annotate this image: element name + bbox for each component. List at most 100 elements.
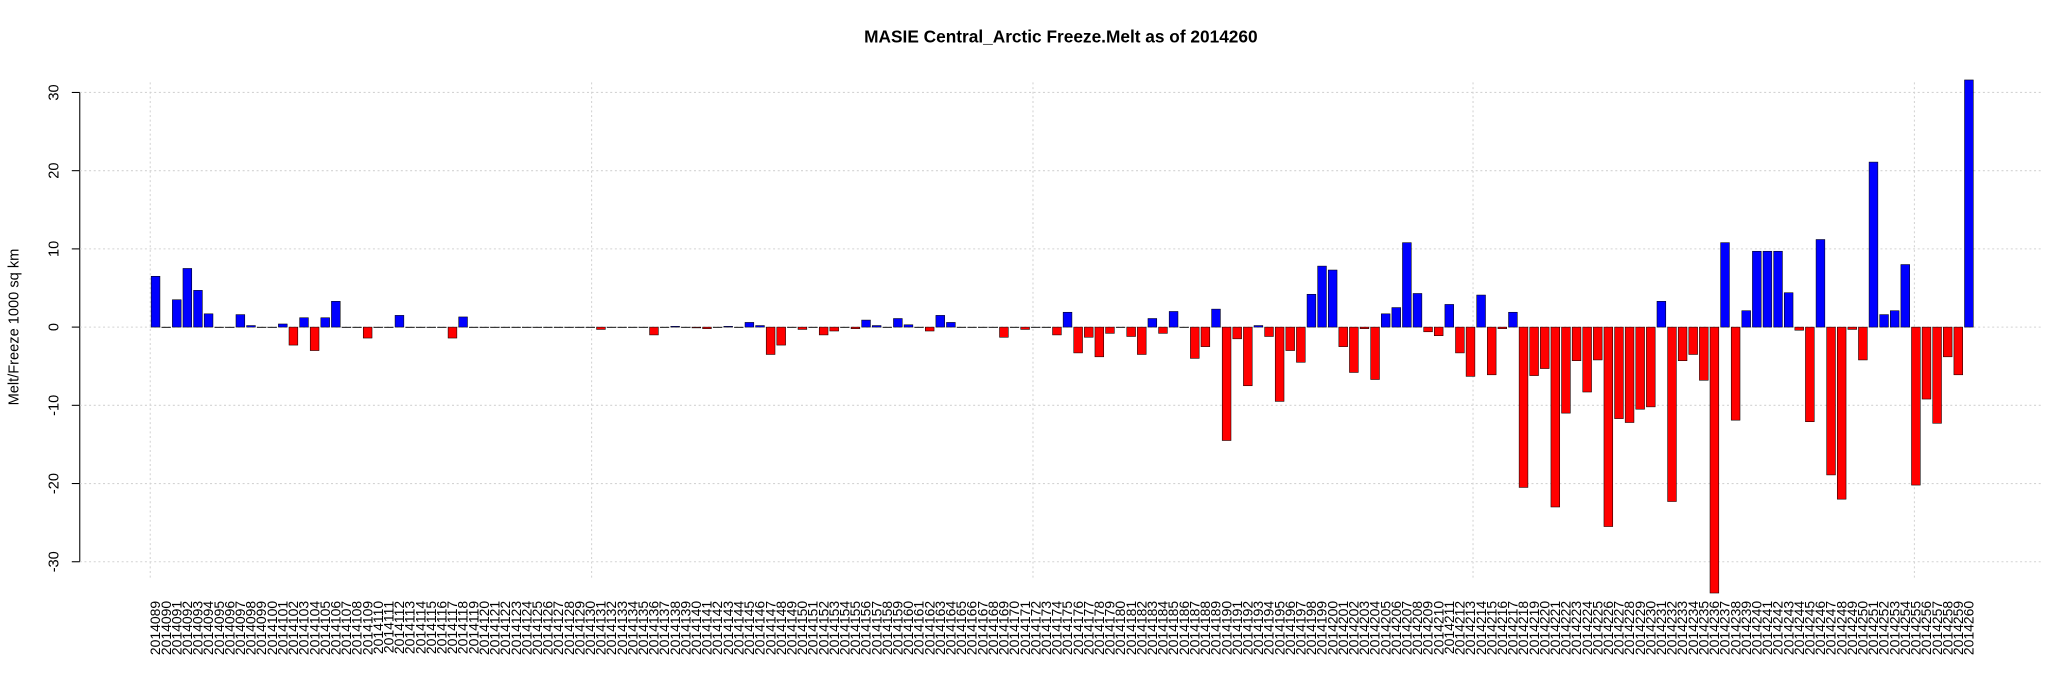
bar	[1232, 326, 1242, 340]
bar	[1370, 326, 1380, 380]
bar	[1243, 326, 1253, 387]
bar	[1635, 326, 1645, 410]
bar	[1614, 326, 1624, 419]
bar	[1211, 308, 1221, 328]
bar	[362, 326, 373, 339]
x-tick-label: 2014251	[1865, 601, 1881, 656]
bar	[182, 268, 193, 328]
bar	[1412, 293, 1423, 328]
bar	[1465, 326, 1476, 377]
x-tick-label: 2014221	[1547, 601, 1563, 656]
x-tick-label: 2014109	[359, 601, 375, 656]
x-tick-label: 2014214	[1473, 601, 1489, 656]
chart-title: MASIE Central_Arctic Freeze.Melt as of 2…	[864, 27, 1257, 47]
x-tick-label: 2014095	[211, 601, 227, 656]
y-tick-label: 30	[46, 84, 62, 100]
x-tick-label: 2014208	[1409, 601, 1425, 656]
x-tick-label: 2014118	[455, 601, 471, 654]
bar	[946, 322, 956, 328]
x-tick-label: 2014163	[932, 601, 948, 656]
bar	[1953, 326, 1963, 376]
x-tick-label: 2014167	[974, 601, 990, 656]
x-tick-label: 2014229	[1632, 601, 1648, 656]
x-tick-label: 2014120	[476, 601, 492, 656]
y-tick-label: 10	[46, 241, 62, 257]
x-tick-label: 2014128	[561, 601, 577, 656]
bar	[1158, 326, 1168, 334]
x-tick-label: 2014239	[1738, 601, 1754, 656]
x-tick-label: 2014248	[1833, 601, 1849, 656]
x-tick-label: 2014196	[1282, 601, 1298, 656]
x-tick-label: 2014180	[1112, 601, 1128, 656]
x-tick-label: 2014211	[1441, 601, 1457, 654]
x-tick-label: 2014205	[1377, 601, 1393, 656]
x-tick-label: 2014170	[1006, 601, 1022, 656]
x-tick-label: 2014121	[487, 601, 503, 656]
x-tick-label: 2014226	[1600, 601, 1616, 656]
x-tick-label: 2014193	[1250, 601, 1266, 656]
bar	[320, 317, 330, 328]
x-tick-label: 2014177	[1080, 601, 1096, 656]
x-tick-label: 2014108	[349, 601, 365, 656]
x-tick-label: 2014107	[338, 601, 354, 656]
bar	[1137, 326, 1147, 355]
bar	[1487, 326, 1497, 376]
bar	[1402, 242, 1412, 328]
x-tick-label: 2014210	[1430, 601, 1446, 656]
x-tick-label: 2014168	[985, 601, 1001, 656]
bar	[1858, 326, 1868, 361]
bar	[1815, 239, 1826, 328]
bar	[1264, 326, 1274, 337]
bar	[649, 326, 659, 336]
x-tick-label: 2014119	[465, 601, 481, 654]
bar	[765, 326, 776, 355]
x-tick-label: 2014256	[1918, 601, 1934, 656]
x-tick-label: 2014146	[752, 601, 768, 656]
x-tick-label: 2014092	[179, 601, 195, 656]
x-tick-label: 2014099	[253, 601, 269, 656]
x-tick-label: 2014227	[1611, 601, 1627, 656]
x-tick-label: 2014198	[1303, 601, 1319, 656]
x-tick-label: 2014188	[1197, 601, 1213, 656]
x-tick-label: 2014130	[582, 601, 598, 656]
x-tick-label: 2014235	[1695, 601, 1711, 656]
x-tick-label: 2014151	[805, 601, 821, 656]
x-tick-label: 2014159	[890, 601, 906, 656]
x-tick-label: 2014091	[168, 601, 184, 656]
y-tick-label: -10	[46, 395, 62, 416]
bar	[1253, 325, 1264, 328]
x-tick-label: 2014090	[158, 601, 174, 656]
x-tick-label: 2014152	[815, 601, 831, 656]
bar	[818, 326, 829, 336]
x-tick-label: 2014207	[1399, 601, 1415, 656]
bar	[1667, 326, 1677, 502]
bar	[1508, 311, 1518, 328]
bar	[458, 316, 468, 328]
x-tick-label: 2014200	[1324, 601, 1340, 656]
y-tick-label: -20	[46, 473, 62, 494]
bar	[1826, 326, 1836, 476]
bar	[309, 326, 320, 351]
x-tick-label: 2014138	[667, 601, 683, 656]
x-tick-label: 2014223	[1568, 601, 1584, 656]
x-tick-label: 2014237	[1717, 601, 1733, 656]
x-tick-label: 2014100	[264, 601, 280, 656]
x-tick-label: 2014142	[709, 601, 725, 656]
x-tick-label: 2014147	[762, 601, 778, 656]
x-tick-label: 2014113	[402, 601, 418, 654]
x-tick-label: 2014195	[1271, 601, 1287, 656]
bar	[1943, 326, 1953, 358]
bar	[1900, 264, 1910, 328]
x-tick-label: 2014255	[1908, 601, 1924, 656]
x-tick-label: 2014233	[1674, 601, 1690, 656]
x-tick-label: 2014140	[688, 601, 704, 656]
bar	[193, 290, 203, 328]
bar	[903, 324, 914, 328]
bar	[1296, 326, 1306, 363]
bar	[1274, 326, 1285, 402]
x-tick-label: 2014232	[1664, 601, 1680, 656]
x-tick-label: 2014244	[1791, 601, 1807, 656]
x-tick-label: 2014247	[1823, 601, 1839, 656]
x-tick-label: 2014123	[508, 601, 524, 656]
x-tick-label: 2014111	[380, 601, 396, 653]
